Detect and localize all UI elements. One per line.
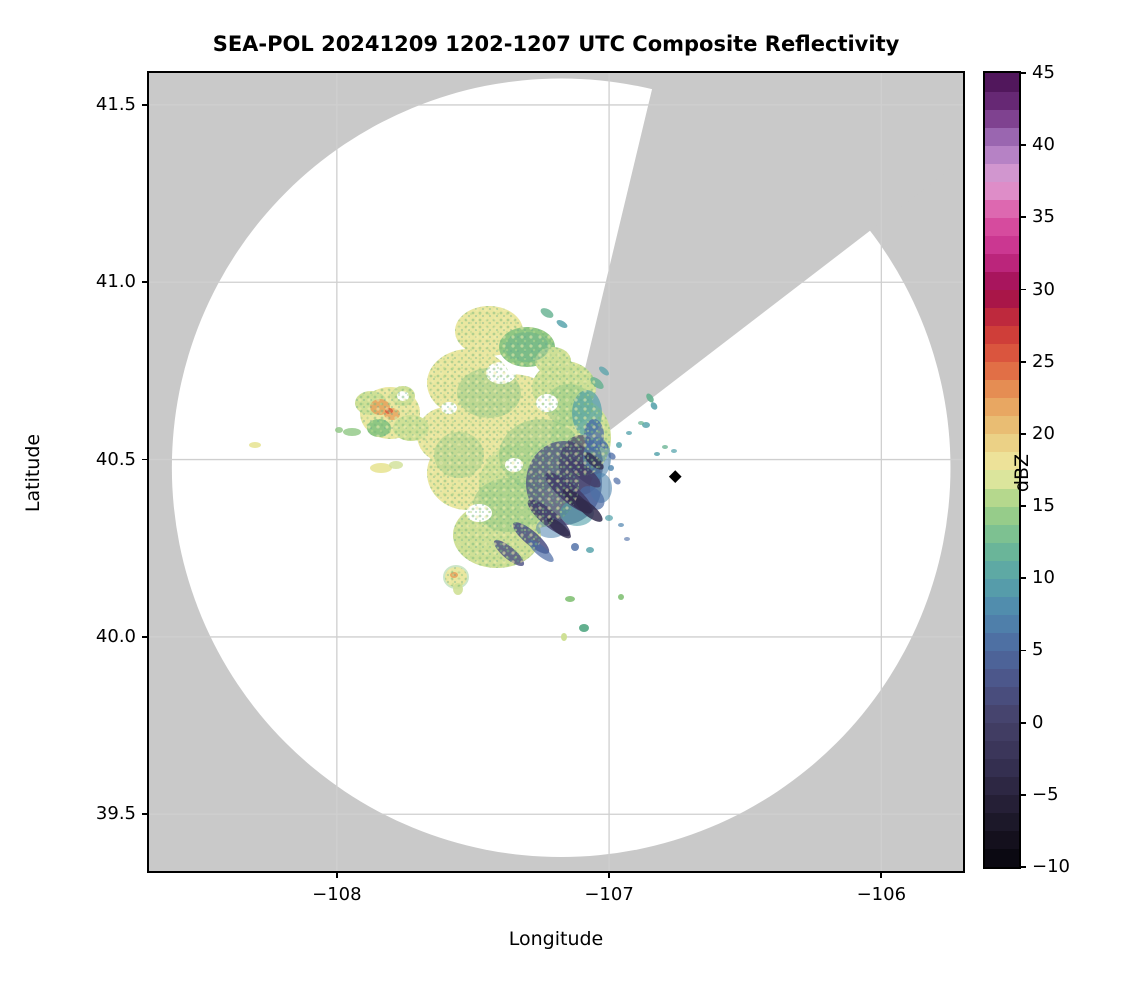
chart-title: SEA-POL 20241209 1202-1207 UTC Composite… <box>212 32 900 56</box>
colorbar-band <box>985 776 1019 796</box>
colorbar-band <box>985 542 1019 561</box>
colorbar-band <box>985 488 1019 507</box>
colorbar-band <box>985 109 1019 128</box>
colorbar-tick-mark <box>1019 72 1026 74</box>
colorbar-band <box>985 470 1019 489</box>
colorbar-band <box>985 253 1019 272</box>
colorbar-tick-label: 5 <box>1032 639 1044 661</box>
colorbar-band <box>985 560 1019 579</box>
colorbar-tick-mark <box>1019 866 1026 868</box>
colorbar-band <box>985 848 1019 868</box>
x-tick-mark <box>335 871 338 878</box>
y-tick-mark <box>142 636 149 638</box>
colorbar-band <box>985 614 1019 633</box>
colorbar-tick-label: 45 <box>1032 62 1055 83</box>
x-axis-label: Longitude <box>508 928 604 950</box>
colorbar-band <box>985 199 1019 218</box>
colorbar-band <box>985 361 1019 381</box>
colorbar-tick-label: 15 <box>1032 495 1055 517</box>
colorbar-band <box>985 145 1019 164</box>
blocked-sector-wedge <box>561 73 963 468</box>
y-tick-label: 40.0 <box>95 625 136 647</box>
colorbar-band <box>985 704 1019 724</box>
y-tick-mark <box>142 104 149 106</box>
colorbar-band <box>985 235 1019 254</box>
colorbar-band <box>985 506 1019 525</box>
colorbar-band <box>985 686 1019 706</box>
plot-area <box>147 71 965 873</box>
colorbar-tick-mark <box>1019 216 1026 219</box>
colorbar-band <box>985 73 1019 92</box>
x-tick-label: −108 <box>312 884 362 905</box>
y-tick-mark <box>142 813 149 816</box>
x-tick-mark <box>880 871 883 878</box>
colorbar-band <box>985 397 1019 417</box>
y-tick-label: 40.5 <box>95 448 136 470</box>
colorbar-band <box>985 596 1019 615</box>
colorbar-label: dBZ <box>1011 453 1033 493</box>
colorbar-band <box>985 415 1019 435</box>
colorbar-tick-label: 40 <box>1032 134 1055 156</box>
colorbar-tick-mark <box>1019 360 1026 363</box>
colorbar-band <box>985 758 1019 778</box>
y-tick-mark <box>142 458 149 461</box>
colorbar-band <box>985 650 1019 669</box>
colorbar-band <box>985 343 1019 363</box>
colorbar-tick-label: 25 <box>1032 350 1055 372</box>
colorbar-band <box>985 722 1019 742</box>
colorbar-band <box>985 217 1019 236</box>
colorbar-band <box>985 632 1019 651</box>
colorbar-tick-label: −10 <box>1032 856 1070 877</box>
radar-ppi-canvas <box>149 73 963 871</box>
colorbar-tick-label: 10 <box>1032 567 1055 589</box>
colorbar-band <box>985 91 1019 110</box>
y-axis-label: Latitude <box>22 433 44 513</box>
colorbar-band <box>985 163 1019 182</box>
colorbar-band <box>985 433 1019 453</box>
x-tick-label: −107 <box>584 884 634 905</box>
colorbar-tick-mark <box>1019 144 1026 147</box>
colorbar <box>983 71 1021 869</box>
colorbar-band <box>985 668 1019 688</box>
colorbar-tick-mark <box>1019 288 1026 291</box>
colorbar-band <box>985 379 1019 399</box>
y-tick-label: 41.5 <box>95 93 136 115</box>
y-tick-label: 41.0 <box>95 271 136 293</box>
y-tick-label: 39.5 <box>95 803 136 825</box>
colorbar-tick-mark <box>1019 649 1026 652</box>
colorbar-band <box>985 812 1019 832</box>
colorbar-band <box>985 451 1019 471</box>
x-tick-label: −106 <box>856 884 907 905</box>
colorbar-tick-mark <box>1019 577 1026 580</box>
colorbar-band <box>985 181 1019 200</box>
colorbar-band <box>985 289 1019 309</box>
colorbar-band <box>985 524 1019 543</box>
y-tick-mark <box>142 281 149 284</box>
colorbar-tick-label: 35 <box>1032 206 1055 228</box>
colorbar-band <box>985 127 1019 146</box>
colorbar-band <box>985 271 1019 291</box>
colorbar-tick-label: 20 <box>1032 422 1055 444</box>
x-tick-mark <box>608 871 610 878</box>
colorbar-tick-mark <box>1019 721 1026 724</box>
colorbar-band <box>985 307 1019 327</box>
colorbar-tick-label: 30 <box>1032 278 1055 300</box>
colorbar-tick-mark <box>1019 433 1026 435</box>
colorbar-band <box>985 578 1019 597</box>
colorbar-band <box>985 794 1019 814</box>
colorbar-band <box>985 830 1019 850</box>
colorbar-tick-label: −5 <box>1032 783 1059 805</box>
colorbar-band <box>985 740 1019 760</box>
colorbar-band <box>985 325 1019 345</box>
colorbar-tick-mark <box>1019 505 1026 507</box>
colorbar-tick-mark <box>1019 793 1026 796</box>
colorbar-tick-label: 0 <box>1032 711 1044 733</box>
